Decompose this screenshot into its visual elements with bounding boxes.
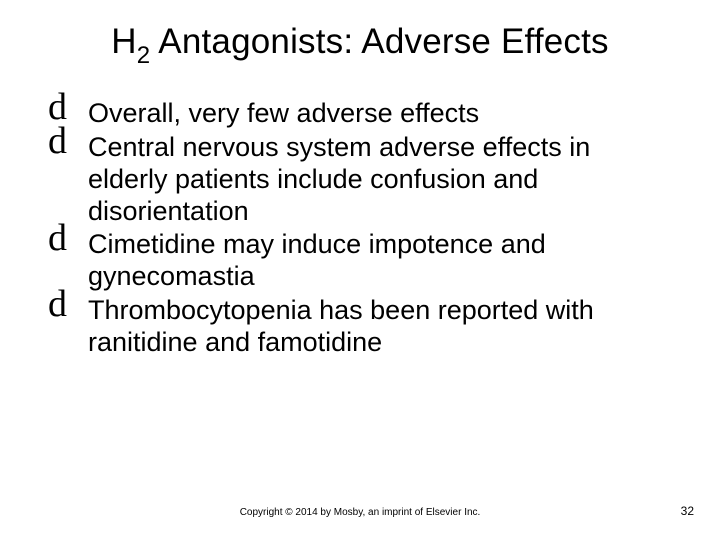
title-subscript: 2 <box>137 42 151 69</box>
bullet-text: Cimetidine may induce impotence and gyne… <box>88 229 546 291</box>
list-item: d Overall, very few adverse effects <box>46 98 676 130</box>
bullet-text: Overall, very few adverse effects <box>88 98 479 128</box>
list-item: d Cimetidine may induce impotence and gy… <box>46 229 676 293</box>
bullet-list: d Overall, very few adverse effects d Ce… <box>46 98 676 359</box>
bullet-text: Central nervous system adverse effects i… <box>88 132 590 226</box>
bullet-icon: d <box>48 219 67 257</box>
title-post: Antagonists: Adverse Effects <box>150 22 608 61</box>
bullet-text: Thrombocytopenia has been reported with … <box>88 295 594 357</box>
list-item: d Central nervous system adverse effects… <box>46 132 676 228</box>
bullet-icon: d <box>48 122 67 160</box>
slide-body: d Overall, very few adverse effects d Ce… <box>46 98 676 361</box>
title-pre: H <box>111 22 136 61</box>
footer-copyright: Copyright © 2014 by Mosby, an imprint of… <box>0 507 720 518</box>
list-item: d Thrombocytopenia has been reported wit… <box>46 295 676 359</box>
slide-title: H2 Antagonists: Adverse Effects <box>0 22 720 68</box>
slide: H2 Antagonists: Adverse Effects d Overal… <box>0 0 720 540</box>
page-number: 32 <box>681 504 694 518</box>
bullet-icon: d <box>48 285 67 323</box>
